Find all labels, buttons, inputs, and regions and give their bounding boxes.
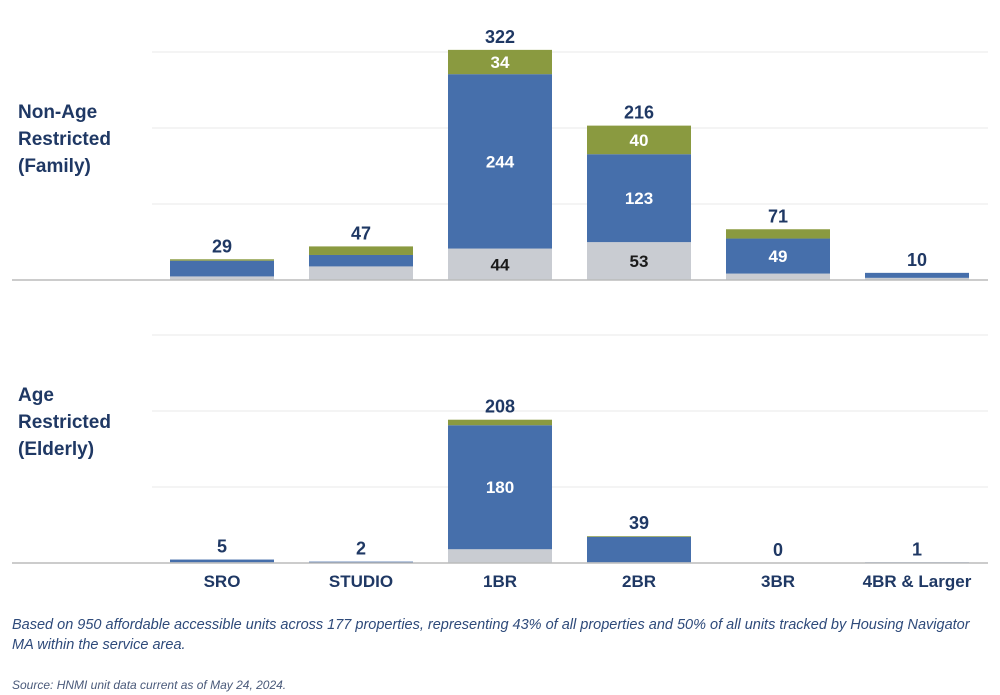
- bar-segment: [587, 242, 691, 280]
- bar-segment: [309, 246, 413, 255]
- bar-total-label: 2: [356, 539, 366, 559]
- bar-segment: [865, 277, 969, 280]
- panel-label-line: Age: [18, 385, 54, 406]
- panel-label-line: Non-Age: [18, 102, 98, 123]
- bar-segment: [448, 419, 552, 426]
- segment-value-label: 49: [769, 247, 788, 266]
- x-tick-label: SRO: [204, 572, 241, 591]
- bar-segment: [587, 536, 691, 563]
- segment-value-label: 180: [486, 478, 514, 497]
- x-tick-label: 3BR: [761, 572, 795, 591]
- bar-total-label: 216: [624, 103, 654, 123]
- segment-value-label: 34: [491, 53, 510, 72]
- bar-segment: [587, 154, 691, 243]
- panel-label-elderly: Age Restricted (Elderly): [18, 382, 148, 463]
- bar-total-label: 0: [773, 540, 783, 560]
- bar-segment: [587, 536, 691, 537]
- bar-total-label: 1: [912, 539, 922, 559]
- x-tick-label: 2BR: [622, 572, 656, 591]
- panel-label-line: (Elderly): [18, 439, 95, 460]
- bar-segment: [170, 559, 274, 563]
- segment-value-label: 44: [491, 255, 510, 274]
- bar-segment: [865, 272, 969, 278]
- bar-segment: [726, 273, 830, 280]
- bar-segment: [309, 254, 413, 267]
- segment-value-label: 53: [630, 252, 649, 271]
- x-tick-label: STUDIO: [329, 572, 393, 591]
- panel-label-line: (Family): [18, 156, 91, 177]
- bar-total-label: 71: [768, 206, 788, 226]
- bar-total-label: 47: [351, 223, 371, 243]
- bar-segment: [170, 276, 274, 280]
- source-note: Source: HNMI unit data current as of May…: [12, 678, 287, 692]
- segment-value-label: 244: [486, 152, 515, 171]
- panel-label-line: Restricted: [18, 129, 111, 150]
- panel-label-line: Restricted: [18, 412, 111, 433]
- bar-segment: [170, 260, 274, 277]
- x-tick-label: 4BR & Larger: [863, 572, 972, 591]
- bar-segment: [448, 49, 552, 75]
- bar-total-label: 208: [485, 397, 515, 417]
- bar-segment: [726, 229, 830, 239]
- bar-total-label: 39: [629, 513, 649, 533]
- x-tick-label: 1BR: [483, 572, 517, 591]
- panel-label-family: Non-Age Restricted (Family): [18, 99, 148, 180]
- bar-segment: [448, 248, 552, 280]
- bar-total-label: 5: [217, 537, 227, 557]
- bar-total-label: 10: [907, 250, 927, 270]
- bar-segment: [170, 259, 274, 261]
- bar-segment: [587, 125, 691, 155]
- bar-segment: [448, 74, 552, 249]
- segment-value-label: 40: [630, 131, 649, 150]
- bar-segment: [448, 549, 552, 563]
- footnote: Based on 950 affordable accessible units…: [12, 617, 970, 653]
- bar-segment: [309, 266, 413, 280]
- bar-segment: [726, 238, 830, 274]
- bar-total-label: 322: [485, 27, 515, 47]
- bar-segment: [448, 425, 552, 550]
- segment-value-label: 123: [625, 189, 653, 208]
- bar-total-label: 29: [212, 236, 232, 256]
